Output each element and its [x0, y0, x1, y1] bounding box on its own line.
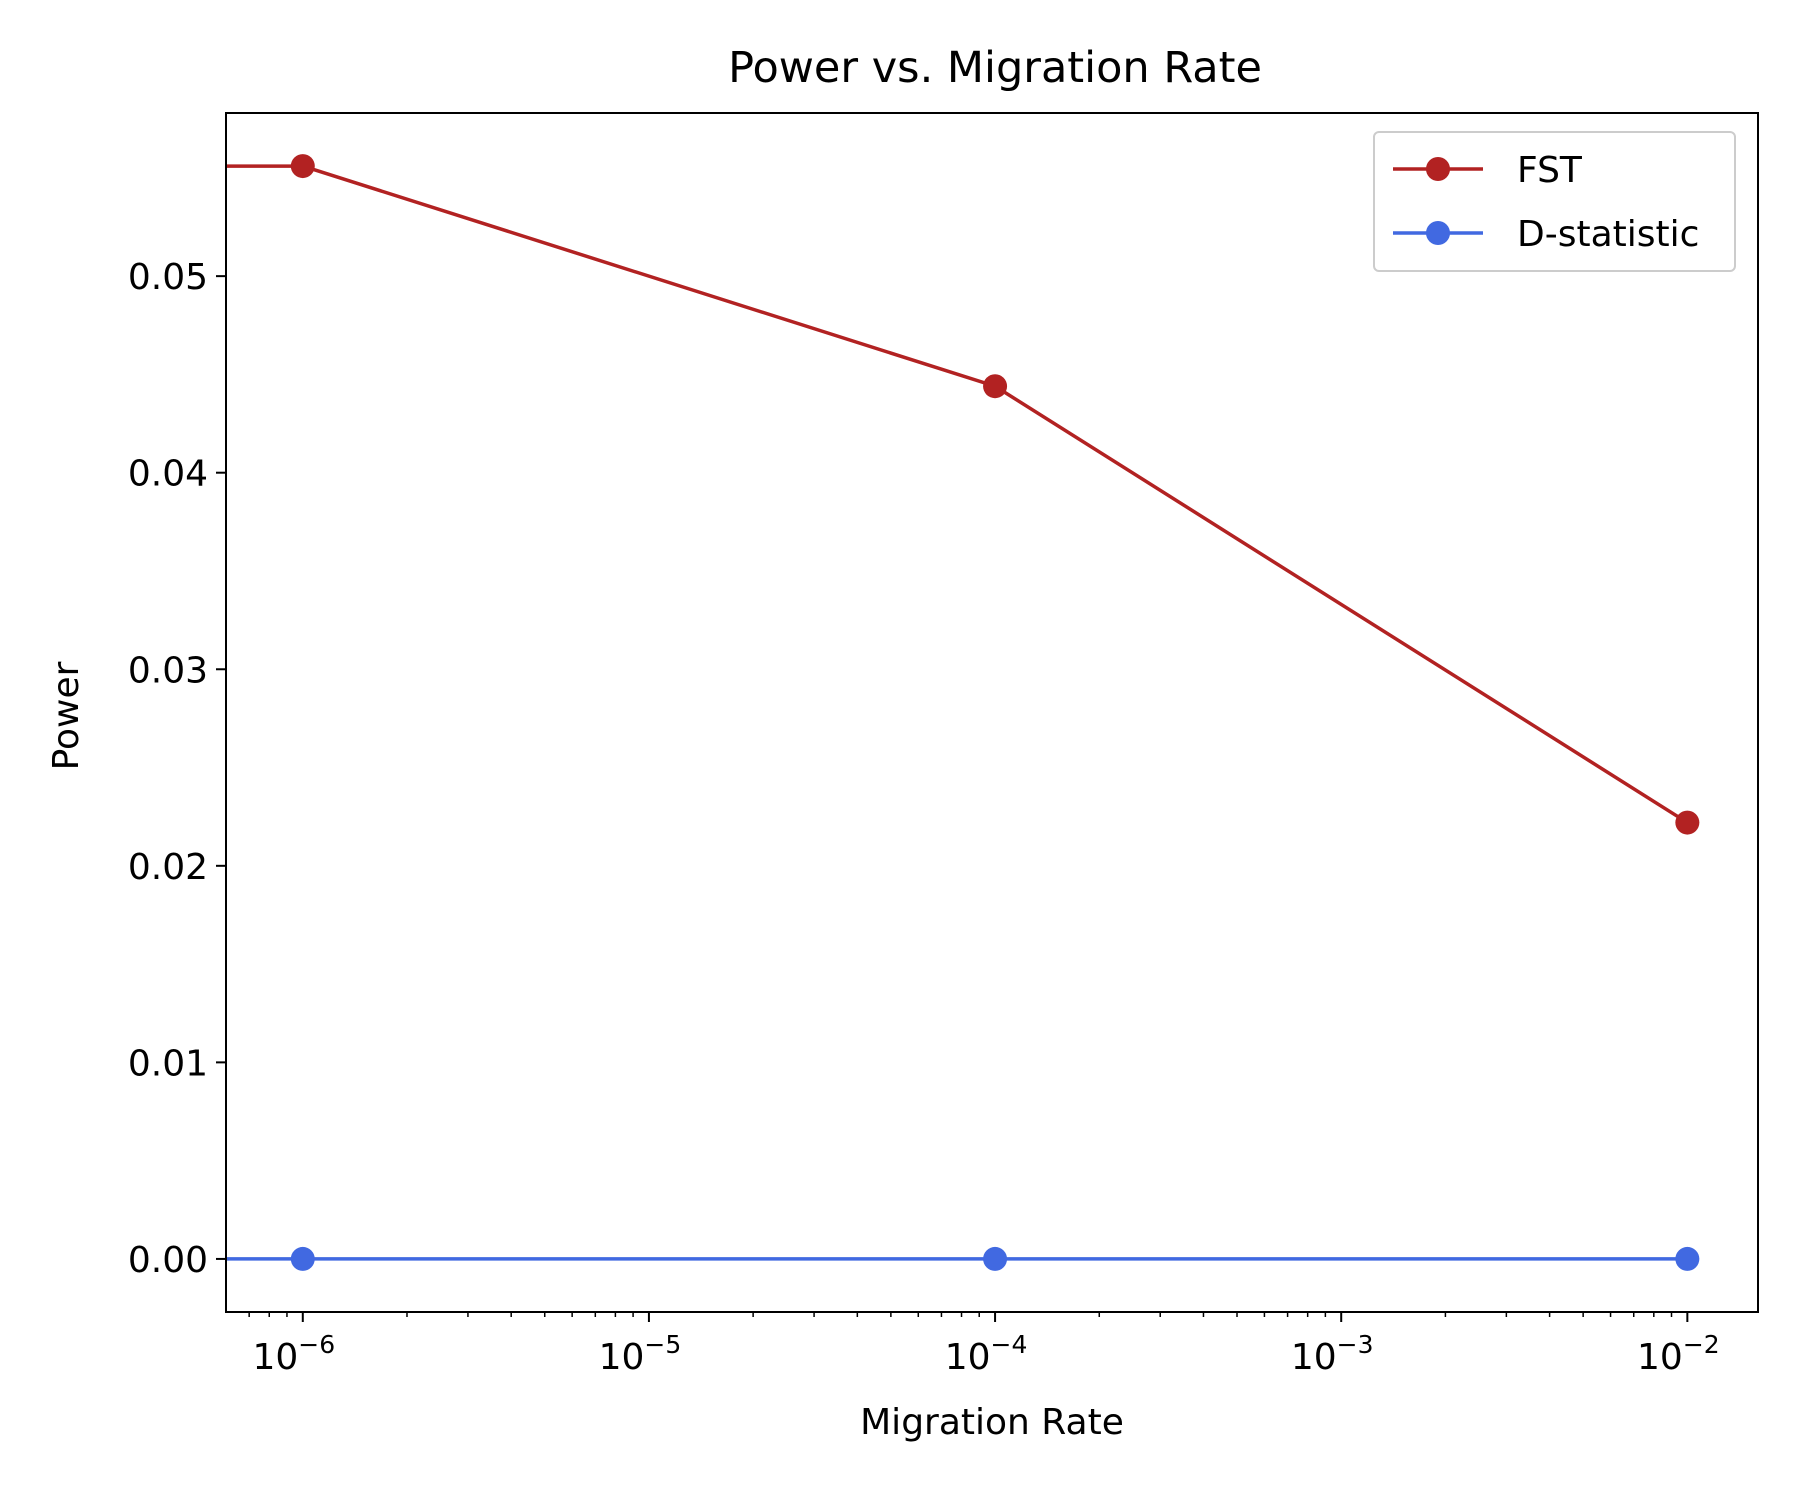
x-tick-label: 10−2 — [1637, 1330, 1720, 1378]
legend-label-fst: FST — [1517, 150, 1583, 191]
y-axis-label: Power — [46, 661, 87, 770]
x-axis: 10−6 10−5 10−4 10−3 10−2 — [248, 1312, 1720, 1378]
x-tick-label: 10−5 — [599, 1330, 682, 1378]
legend-marker-fst — [1426, 157, 1450, 181]
y-tick-label: 0.04 — [128, 454, 208, 495]
y-tick-label: 0.00 — [128, 1240, 208, 1281]
plot-area-frame — [225, 112, 1759, 1313]
d-statistic-data-point — [1675, 1246, 1700, 1271]
y-tick-label: 0.05 — [128, 257, 208, 298]
x-axis-label: Migration Rate — [860, 1402, 1124, 1443]
fst-data-point — [290, 154, 315, 179]
fst-series-line — [226, 164, 1689, 825]
x-tick-label: 10−3 — [1291, 1330, 1374, 1378]
fst-data-point — [983, 374, 1008, 399]
chart-title: Power vs. Migration Rate — [728, 43, 1262, 93]
legend-box — [1373, 131, 1736, 272]
d-statistic-data-point — [983, 1246, 1008, 1271]
legend: FST D-statistic — [1373, 131, 1736, 272]
series-layer — [226, 154, 1700, 1271]
y-tick-label: 0.03 — [128, 650, 208, 691]
legend-label-d-statistic: D-statistic — [1517, 214, 1699, 255]
legend-marker-d-statistic — [1426, 221, 1450, 245]
y-tick-label: 0.01 — [128, 1043, 208, 1084]
y-axis: 0.00 0.01 0.02 0.03 0.04 0.05 — [128, 257, 226, 1281]
y-tick-label: 0.02 — [128, 847, 208, 888]
fst-data-point — [1675, 810, 1700, 835]
x-tick-label: 10−6 — [252, 1330, 335, 1378]
x-tick-label: 10−4 — [945, 1330, 1028, 1378]
d-statistic-data-point — [290, 1246, 315, 1271]
